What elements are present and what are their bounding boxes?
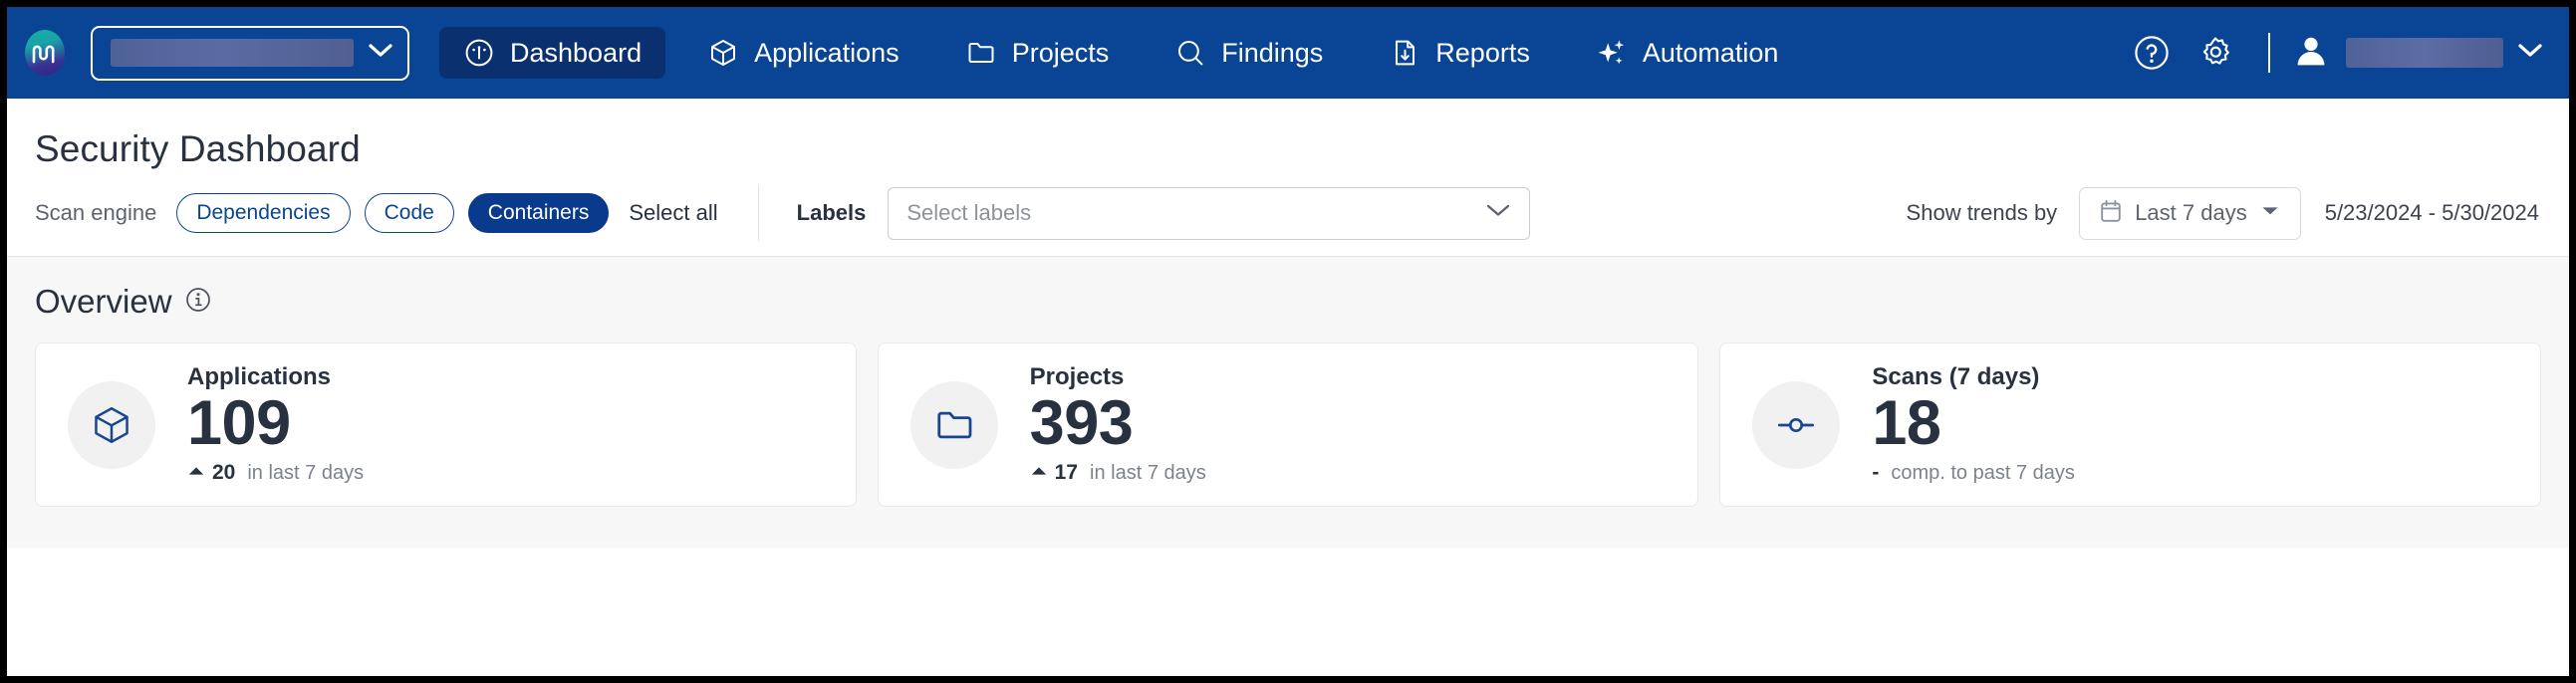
card-icon-circle [1752, 380, 1841, 469]
card-delta-value: 20 [212, 461, 236, 485]
card-delta-value: - [1872, 461, 1880, 485]
card-body: Applications 109 20 in last 7 days [187, 362, 364, 486]
cube-icon [707, 37, 739, 69]
report-download-icon [1389, 37, 1420, 69]
scan-engine-chip-group: Dependencies Code Containers [176, 193, 610, 233]
page-header: Security Dashboard Scan engine Dependenc… [7, 99, 2569, 257]
nav-item-label: Automation [1642, 37, 1779, 68]
scan-engine-label: Scan engine [35, 200, 157, 225]
gauge-icon [463, 37, 495, 69]
page-title: Security Dashboard [35, 128, 361, 169]
labels-placeholder: Select labels [906, 200, 1032, 225]
overview-cards: Applications 109 20 in last 7 days [35, 342, 2542, 507]
trend-controls: Show trends by Last 7 days [1906, 186, 2539, 240]
org-selector[interactable] [91, 25, 409, 81]
scan-node-icon [1778, 417, 1815, 432]
card-body: Projects 393 17 in last 7 days [1029, 362, 1206, 486]
filter-divider [757, 185, 759, 241]
triangle-up-icon [1030, 464, 1048, 482]
folder-icon [937, 411, 972, 438]
card-delta-text: in last 7 days [247, 461, 365, 484]
overview-card-projects[interactable]: Projects 393 17 in last 7 days [877, 342, 1699, 507]
overview-section: Overview Ap [7, 257, 2569, 548]
date-range-text: 5/23/2024 - 5/30/2024 [2324, 200, 2539, 225]
card-title: Applications [187, 362, 332, 390]
card-delta: 17 in last 7 days [1030, 461, 1206, 485]
chip-label: Containers [487, 201, 590, 224]
nav-item-label: Findings [1221, 37, 1324, 68]
org-name-redacted [111, 39, 354, 67]
select-all-link[interactable]: Select all [629, 200, 718, 225]
overview-card-scans[interactable]: Scans (7 days) 18 - comp. to past 7 days [1719, 342, 2542, 507]
user-avatar-icon [2292, 32, 2330, 75]
nav-item-findings[interactable]: Findings [1151, 27, 1347, 79]
card-title: Scans (7 days) [1872, 362, 2040, 390]
info-circle-icon[interactable] [185, 287, 211, 318]
card-value: 109 [187, 387, 291, 458]
nav-item-dashboard[interactable]: Dashboard [439, 27, 666, 79]
nav-divider [2268, 33, 2270, 73]
chip-label: Code [384, 201, 434, 224]
user-menu[interactable] [2292, 32, 2543, 75]
card-value: 393 [1029, 387, 1134, 458]
chip-label: Dependencies [196, 201, 331, 224]
sparkles-icon [1596, 37, 1628, 69]
gear-icon[interactable] [2189, 26, 2242, 80]
card-delta-value: 17 [1054, 461, 1079, 485]
nav-item-label: Reports [1435, 37, 1530, 68]
card-delta-text: comp. to past 7 days [1891, 461, 2075, 484]
nav-item-label: Applications [754, 37, 900, 68]
triangle-up-icon [187, 464, 205, 482]
help-circle-icon[interactable] [2125, 26, 2179, 80]
main-nav-items: Dashboard Applications [439, 27, 1820, 79]
nav-item-applications[interactable]: Applications [683, 27, 923, 79]
date-range-select[interactable]: Last 7 days [2079, 186, 2301, 240]
filter-toolbar: Scan engine Dependencies Code Containers… [35, 170, 2569, 256]
labels-select[interactable]: Select labels [888, 186, 1531, 240]
overview-header: Overview [35, 257, 2541, 342]
card-delta-text: in last 7 days [1090, 461, 1206, 484]
user-name-redacted [2346, 38, 2503, 68]
chip-containers[interactable]: Containers [467, 193, 610, 233]
chevron-down-icon [2517, 43, 2543, 64]
folder-icon [965, 37, 997, 69]
chip-code[interactable]: Code [364, 193, 454, 233]
overview-card-applications[interactable]: Applications 109 20 in last 7 days [35, 342, 857, 507]
labels-label: Labels [796, 200, 867, 225]
nav-item-label: Projects [1011, 37, 1110, 68]
chip-dependencies[interactable]: Dependencies [176, 193, 351, 233]
nav-item-projects[interactable]: Projects [941, 27, 1134, 79]
calendar-icon [2100, 199, 2122, 228]
chevron-down-icon [1485, 203, 1511, 223]
card-title: Projects [1029, 362, 1125, 390]
app-logo[interactable] [21, 29, 69, 77]
card-delta: 20 in last 7 days [187, 461, 364, 485]
overview-title: Overview [35, 283, 172, 320]
card-delta: - comp. to past 7 days [1872, 461, 2075, 485]
card-icon-circle [68, 380, 155, 469]
nav-item-reports[interactable]: Reports [1365, 27, 1554, 79]
cube-icon [95, 406, 129, 443]
caret-down-icon [2260, 204, 2280, 222]
chevron-down-icon [368, 43, 393, 64]
logo-wave-mark [32, 45, 55, 64]
card-icon-circle [909, 380, 998, 469]
nav-item-automation[interactable]: Automation [1572, 27, 1803, 79]
nav-right-actions [2115, 7, 2543, 99]
card-body: Scans (7 days) 18 - comp. to past 7 days [1872, 362, 2075, 486]
date-range-value: Last 7 days [2135, 200, 2247, 225]
top-navigation-bar: Dashboard Applications [7, 7, 2569, 99]
show-trends-label: Show trends by [1906, 200, 2058, 225]
magnifier-icon [1174, 37, 1206, 69]
nav-item-label: Dashboard [510, 37, 643, 68]
logo-oval-icon [25, 30, 65, 76]
card-value: 18 [1872, 387, 1941, 458]
